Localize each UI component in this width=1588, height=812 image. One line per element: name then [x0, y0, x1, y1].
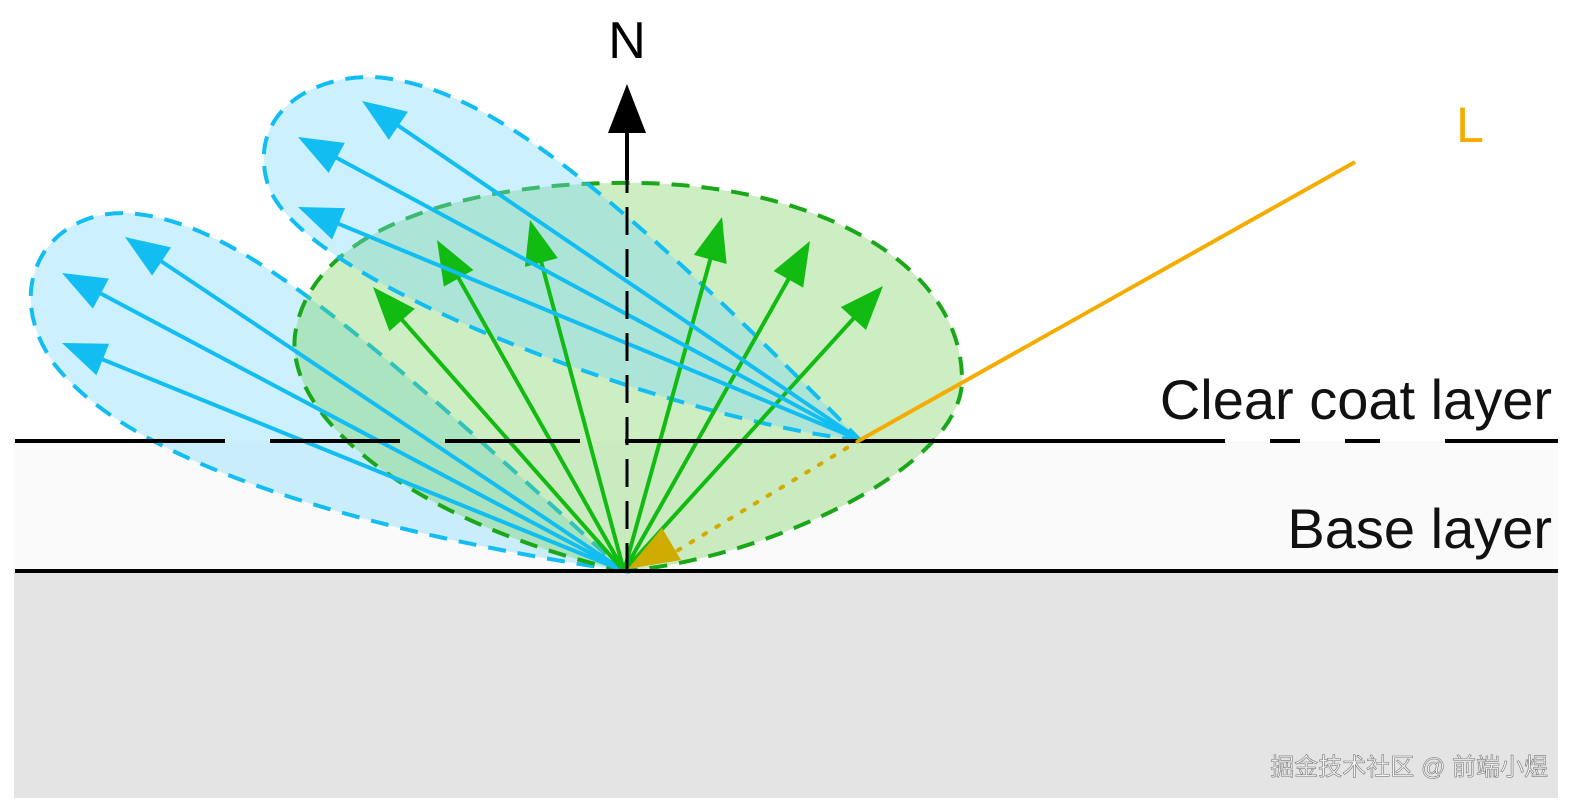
base-ray-1 [373, 287, 626, 573]
clear-coat-ray-lower-3-shaft [98, 356, 625, 573]
clear-coat-ray-lower-3-head [62, 343, 110, 376]
base-ray-5-head [773, 241, 810, 288]
base-ray-3-head [524, 220, 558, 267]
base-ray-3 [524, 220, 626, 572]
base-ray-6-shaft [622, 314, 858, 573]
clear-coat-ray-upper-1 [362, 101, 862, 442]
clear-coat-ray-upper-1-head [362, 101, 408, 140]
clear-coat-ray-upper-2-head [298, 137, 345, 173]
clear-coat-ray-lower-1-head [125, 237, 172, 276]
base-ray-5-shaft [622, 274, 793, 572]
normal-arrowhead [608, 84, 646, 133]
clear-coat-lobe-lower [28, 210, 631, 574]
clear-coat-ray-lower-2-shaft [96, 289, 625, 573]
base-ray-4-shaft [622, 255, 714, 572]
base-ray-6-head [840, 286, 883, 330]
watermark: 掘金技术社区 @ 前端小煜 [1270, 754, 1548, 781]
base-layer-label: Base layer [1287, 497, 1552, 560]
normal-label: N [608, 12, 646, 70]
base-ray-2-shaft [454, 273, 626, 572]
clear-coat-ray-upper-3-head [298, 207, 346, 240]
clear-coat-ray-lower-1 [125, 237, 626, 573]
base-ray-5 [622, 241, 810, 572]
clear-coat-ray-upper-2 [298, 137, 861, 442]
clear-coat-lobe-upper [261, 75, 866, 443]
substrate [14, 571, 1558, 798]
clear-coat-ray-upper-3-shaft [334, 220, 861, 442]
base-ray-4 [622, 217, 727, 572]
clear-coat-ray-lower-2-head [62, 273, 109, 309]
light-ray [628, 160, 1356, 569]
base-ray-6 [622, 286, 883, 573]
base-ray-4-head [693, 217, 727, 264]
clear-coat-ray-lower-3 [62, 343, 625, 573]
light-label: L [1456, 97, 1484, 153]
refracted-light-arrowhead [628, 528, 681, 569]
base-ray-1-shaft [397, 315, 626, 573]
clear-coat-layer-label: Clear coat layer [1160, 368, 1552, 431]
base-ray-1-head [373, 287, 415, 332]
clear-coat-ray-lower-1-shaft [157, 257, 626, 573]
normal-arrow [608, 84, 646, 571]
clear-coat-ray-upper-3 [298, 207, 861, 442]
base-layer-band [14, 441, 1558, 571]
clear-coat-ray-upper-2-shaft [332, 154, 861, 442]
base-ray-3-shaft [538, 258, 626, 572]
clear-coat-ray-lower-2 [62, 273, 625, 573]
clear-coat-ray-upper-1-shaft [393, 121, 862, 442]
